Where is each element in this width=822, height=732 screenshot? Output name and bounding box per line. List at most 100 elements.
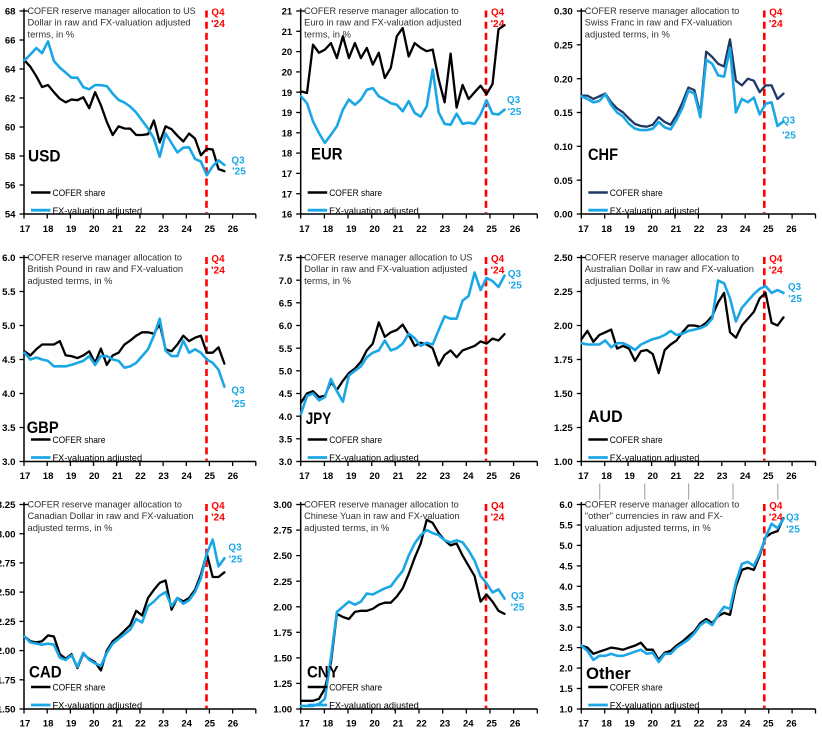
svg-text:adjusted terms, in %: adjusted terms, in % <box>28 523 113 533</box>
svg-text:26: 26 <box>786 471 797 482</box>
svg-text:adjusted terms, in %: adjusted terms, in % <box>585 276 670 286</box>
svg-text:Q4: Q4 <box>211 8 225 19</box>
svg-text:'24: '24 <box>491 19 505 30</box>
svg-text:2.25: 2.25 <box>554 287 574 298</box>
svg-text:FX-valuation adjusted: FX-valuation adjusted <box>329 206 419 216</box>
svg-text:26: 26 <box>228 224 239 235</box>
svg-text:2.50: 2.50 <box>273 551 292 562</box>
svg-text:Q3: Q3 <box>782 115 796 126</box>
svg-text:19: 19 <box>282 108 293 119</box>
svg-text:24: 24 <box>181 471 192 482</box>
svg-text:25: 25 <box>205 224 216 235</box>
svg-text:18: 18 <box>43 471 54 482</box>
svg-text:'24: '24 <box>769 266 783 277</box>
svg-text:terms, in %: terms, in % <box>304 29 351 39</box>
svg-text:2.00: 2.00 <box>0 646 16 657</box>
svg-text:Q4: Q4 <box>211 501 225 512</box>
svg-text:3.0: 3.0 <box>2 457 15 468</box>
svg-text:2.25: 2.25 <box>0 617 16 628</box>
svg-text:18: 18 <box>323 718 334 727</box>
svg-text:2.50: 2.50 <box>554 253 573 264</box>
svg-text:Q4: Q4 <box>491 501 505 512</box>
svg-text:19: 19 <box>624 471 635 482</box>
svg-text:terms, in %: terms, in % <box>28 29 75 39</box>
svg-text:20: 20 <box>369 471 380 482</box>
svg-text:3.00: 3.00 <box>0 529 16 540</box>
svg-text:Q3: Q3 <box>231 155 245 166</box>
svg-text:23: 23 <box>158 718 169 727</box>
svg-text:'25: '25 <box>508 280 522 291</box>
svg-text:17: 17 <box>578 224 589 235</box>
svg-text:25: 25 <box>486 471 497 482</box>
svg-text:3.00: 3.00 <box>273 500 292 511</box>
svg-text:0.20: 0.20 <box>554 74 573 85</box>
svg-text:20: 20 <box>648 224 659 235</box>
svg-text:"other" currencies in raw and: "other" currencies in raw and FX- <box>585 511 723 521</box>
svg-text:5.0: 5.0 <box>279 366 292 377</box>
svg-text:Swiss Franc in raw and FX-valu: Swiss Franc in raw and FX-valuation <box>585 18 732 28</box>
svg-text:7.5: 7.5 <box>279 253 293 264</box>
svg-text:6.0: 6.0 <box>279 321 292 332</box>
svg-text:'24: '24 <box>491 266 505 277</box>
svg-text:3.0: 3.0 <box>559 623 572 634</box>
svg-text:FX-valuation adjusted: FX-valuation adjusted <box>53 701 143 711</box>
svg-text:3.5: 3.5 <box>2 423 16 434</box>
svg-text:Q4: Q4 <box>211 254 225 265</box>
svg-text:'25: '25 <box>232 399 246 410</box>
svg-text:1.00: 1.00 <box>273 705 292 716</box>
svg-text:23: 23 <box>158 224 169 235</box>
svg-text:COFER share: COFER share <box>329 188 382 198</box>
svg-text:1.00: 1.00 <box>554 457 573 468</box>
svg-text:17: 17 <box>299 471 310 482</box>
svg-text:CHF: CHF <box>588 146 618 164</box>
svg-text:17: 17 <box>578 471 589 482</box>
svg-text:21: 21 <box>112 718 123 727</box>
svg-text:17: 17 <box>20 224 31 235</box>
svg-text:20: 20 <box>89 718 100 727</box>
svg-text:Q4: Q4 <box>769 8 783 19</box>
svg-text:6.0: 6.0 <box>2 253 15 264</box>
svg-text:FX-valuation adjusted: FX-valuation adjusted <box>610 453 700 463</box>
svg-text:'25: '25 <box>786 524 800 535</box>
svg-text:4.5: 4.5 <box>559 562 573 573</box>
svg-text:26: 26 <box>228 718 239 727</box>
svg-text:21: 21 <box>282 27 293 38</box>
svg-text:5.5: 5.5 <box>2 287 16 298</box>
svg-text:17: 17 <box>299 718 310 727</box>
svg-text:21: 21 <box>112 471 123 482</box>
svg-text:1.25: 1.25 <box>554 423 574 434</box>
svg-text:22: 22 <box>694 718 705 727</box>
svg-text:18: 18 <box>43 718 54 727</box>
svg-text:COFER reserve manager allocati: COFER reserve manager allocation to <box>304 6 459 16</box>
svg-text:'24: '24 <box>211 266 225 277</box>
svg-text:0.30: 0.30 <box>554 7 573 18</box>
svg-text:18: 18 <box>323 471 334 482</box>
svg-text:COFER share: COFER share <box>610 188 663 198</box>
svg-text:26: 26 <box>786 718 797 727</box>
svg-text:23: 23 <box>717 471 728 482</box>
svg-text:23: 23 <box>440 224 451 235</box>
svg-text:66: 66 <box>5 36 16 47</box>
svg-text:5.5: 5.5 <box>279 344 293 355</box>
svg-text:0.10: 0.10 <box>554 142 573 153</box>
svg-text:6.0: 6.0 <box>559 500 572 511</box>
svg-text:Dollar in raw and FX-valuation: Dollar in raw and FX-valuation adjusted <box>304 264 467 274</box>
svg-text:'24: '24 <box>769 513 783 524</box>
svg-text:24: 24 <box>181 718 192 727</box>
svg-text:3.5: 3.5 <box>279 434 293 445</box>
svg-text:'25: '25 <box>788 294 802 305</box>
svg-text:18: 18 <box>601 718 612 727</box>
svg-text:'24: '24 <box>211 19 225 30</box>
svg-text:21: 21 <box>393 471 404 482</box>
svg-text:17: 17 <box>20 471 31 482</box>
svg-text:19: 19 <box>66 718 77 727</box>
svg-text:Chinese Yuan in raw and FX-val: Chinese Yuan in raw and FX-valuation <box>304 511 459 521</box>
svg-text:COFER reserve manager allocati: COFER reserve manager allocation to <box>304 499 459 509</box>
svg-text:CNY: CNY <box>307 664 339 682</box>
svg-text:18: 18 <box>323 224 334 235</box>
svg-text:FX-valuation adjusted: FX-valuation adjusted <box>329 701 419 711</box>
svg-text:58: 58 <box>5 152 16 163</box>
svg-text:25: 25 <box>205 718 216 727</box>
svg-text:18: 18 <box>282 149 293 160</box>
svg-text:Australian Dollar in raw and F: Australian Dollar in raw and FX-valuatio… <box>585 264 754 274</box>
